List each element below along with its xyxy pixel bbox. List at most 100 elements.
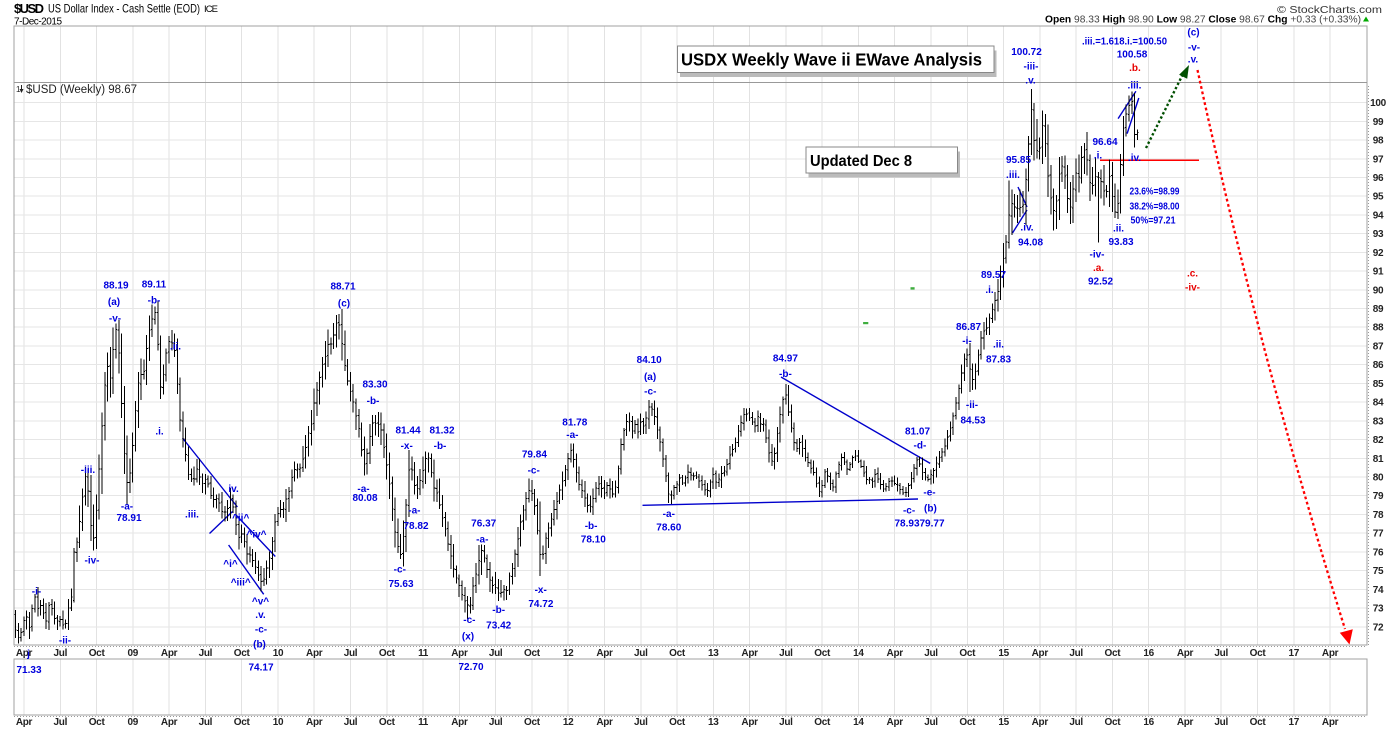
svg-text:81.44: 81.44 (395, 425, 420, 436)
svg-text:81.78: 81.78 (562, 418, 587, 429)
svg-text:81: 81 (1373, 454, 1384, 465)
svg-text:Apr: Apr (16, 717, 33, 728)
svg-text:97: 97 (1373, 154, 1384, 165)
svg-text:78: 78 (1373, 510, 1384, 521)
svg-text:Apr: Apr (1032, 648, 1049, 659)
svg-text:-c-: -c- (644, 386, 656, 397)
svg-text:Oct: Oct (1105, 648, 1122, 659)
svg-text:16: 16 (1143, 648, 1154, 659)
svg-text:$USD: $USD (14, 1, 44, 16)
svg-text:-e-: -e- (923, 488, 935, 499)
svg-text:Apr: Apr (741, 717, 758, 728)
svg-text:Apr: Apr (451, 648, 468, 659)
svg-text:84.53: 84.53 (960, 416, 985, 427)
svg-text:71.33: 71.33 (16, 665, 41, 676)
svg-text:79: 79 (1373, 491, 1384, 502)
svg-text:Oct: Oct (1250, 717, 1267, 728)
svg-text:74.17: 74.17 (248, 663, 273, 674)
svg-text:81.32: 81.32 (429, 425, 454, 436)
svg-text:-iii-: -iii- (1024, 62, 1039, 73)
svg-text:78.93: 78.93 (894, 519, 919, 530)
svg-text:^iv^: ^iv^ (246, 530, 266, 541)
svg-text:09: 09 (128, 648, 139, 659)
svg-text:Jul: Jul (634, 648, 648, 659)
svg-text:100: 100 (1370, 98, 1387, 109)
svg-text:Apr: Apr (161, 717, 178, 728)
svg-text:86: 86 (1373, 360, 1384, 371)
svg-text:Oct: Oct (89, 648, 106, 659)
svg-text:-b-: -b- (779, 369, 792, 380)
svg-text:.i.: .i. (985, 285, 994, 296)
svg-text:^ii^: ^ii^ (232, 513, 249, 524)
svg-text:-i-: -i- (962, 336, 971, 347)
svg-text:15: 15 (998, 648, 1009, 659)
svg-text:84: 84 (1373, 398, 1384, 409)
svg-text:^i^: ^i^ (223, 559, 238, 570)
svg-text:Jul: Jul (924, 717, 938, 728)
svg-text:.b.: .b. (1129, 63, 1141, 74)
svg-text:90: 90 (1373, 285, 1384, 296)
svg-text:Oct: Oct (1105, 717, 1122, 728)
svg-text:Oct: Oct (234, 717, 251, 728)
svg-text:78.60: 78.60 (656, 522, 681, 533)
svg-text:Apr: Apr (1322, 717, 1339, 728)
svg-text:7-Dec-2015: 7-Dec-2015 (14, 17, 62, 28)
svg-text:-c-: -c- (394, 565, 406, 576)
svg-text:Apr: Apr (887, 717, 904, 728)
svg-text:.ii.: .ii. (993, 340, 1004, 351)
svg-text:17: 17 (1289, 648, 1300, 659)
svg-text:82: 82 (1373, 435, 1384, 446)
svg-text:14: 14 (853, 717, 864, 728)
svg-text:89.11: 89.11 (142, 280, 167, 291)
svg-text:98: 98 (1373, 136, 1384, 147)
svg-text:92: 92 (1373, 248, 1384, 259)
svg-text:Jul: Jul (1214, 717, 1228, 728)
svg-text:10: 10 (273, 648, 284, 659)
svg-text:Jul: Jul (54, 717, 68, 728)
svg-text:94.08: 94.08 (1018, 238, 1043, 249)
svg-text:15: 15 (998, 717, 1009, 728)
svg-text:-a-: -a- (566, 430, 578, 441)
svg-text:US Dollar Index - Cash Settle: US Dollar Index - Cash Settle (EOD) (48, 2, 200, 16)
svg-text:(b): (b) (924, 504, 937, 515)
svg-text:-v-: -v- (109, 314, 121, 325)
svg-text:(c): (c) (338, 299, 350, 310)
svg-text:Jul: Jul (1069, 648, 1083, 659)
svg-text:j: j (26, 649, 30, 660)
svg-text:75.63: 75.63 (388, 579, 413, 590)
svg-text:81.07: 81.07 (905, 426, 930, 437)
svg-text:Apr: Apr (596, 717, 613, 728)
svg-text:79.77: 79.77 (919, 519, 944, 530)
svg-text:96.64: 96.64 (1092, 137, 1117, 148)
svg-text:Oct: Oct (234, 648, 251, 659)
svg-text:-b-: -b- (434, 441, 447, 452)
svg-text:Apr: Apr (306, 717, 323, 728)
svg-text:Jul: Jul (344, 648, 358, 659)
svg-text:-x-: -x- (535, 585, 547, 596)
svg-text:Jul: Jul (344, 717, 358, 728)
svg-text:Oct: Oct (814, 648, 831, 659)
svg-text:93.83: 93.83 (1108, 237, 1133, 248)
svg-text:-ii-: -ii- (59, 636, 71, 647)
svg-text:(c): (c) (1187, 28, 1199, 39)
svg-text:-iv-: -iv- (1185, 283, 1200, 294)
svg-text:$USD (Weekly) 98.67: $USD (Weekly) 98.67 (26, 84, 137, 96)
svg-text:Jul: Jul (779, 717, 793, 728)
svg-text:.ii.: .ii. (170, 342, 181, 353)
svg-text:95.85: 95.85 (1006, 155, 1031, 166)
svg-text:77: 77 (1373, 529, 1384, 540)
svg-text:Oct: Oct (959, 648, 976, 659)
svg-text:ICE: ICE (204, 4, 218, 15)
svg-text:Apr: Apr (1177, 717, 1194, 728)
svg-text:Apr: Apr (1177, 648, 1194, 659)
svg-text:38.2%=98.00: 38.2%=98.00 (1130, 202, 1180, 213)
svg-text:USDX Weekly Wave ii EWave Anal: USDX Weekly Wave ii EWave Analysis (681, 50, 982, 70)
svg-text:(a): (a) (108, 297, 120, 308)
svg-text:.iii.=1.618.i.=100.50: .iii.=1.618.i.=100.50 (1082, 37, 1167, 48)
svg-text:.iii.: .iii. (1128, 81, 1142, 92)
svg-text:.a.: .a. (1093, 263, 1104, 274)
svg-text:Jul: Jul (54, 648, 68, 659)
svg-text:Apr: Apr (887, 648, 904, 659)
svg-text:85: 85 (1373, 379, 1384, 390)
svg-text:95: 95 (1373, 192, 1384, 203)
